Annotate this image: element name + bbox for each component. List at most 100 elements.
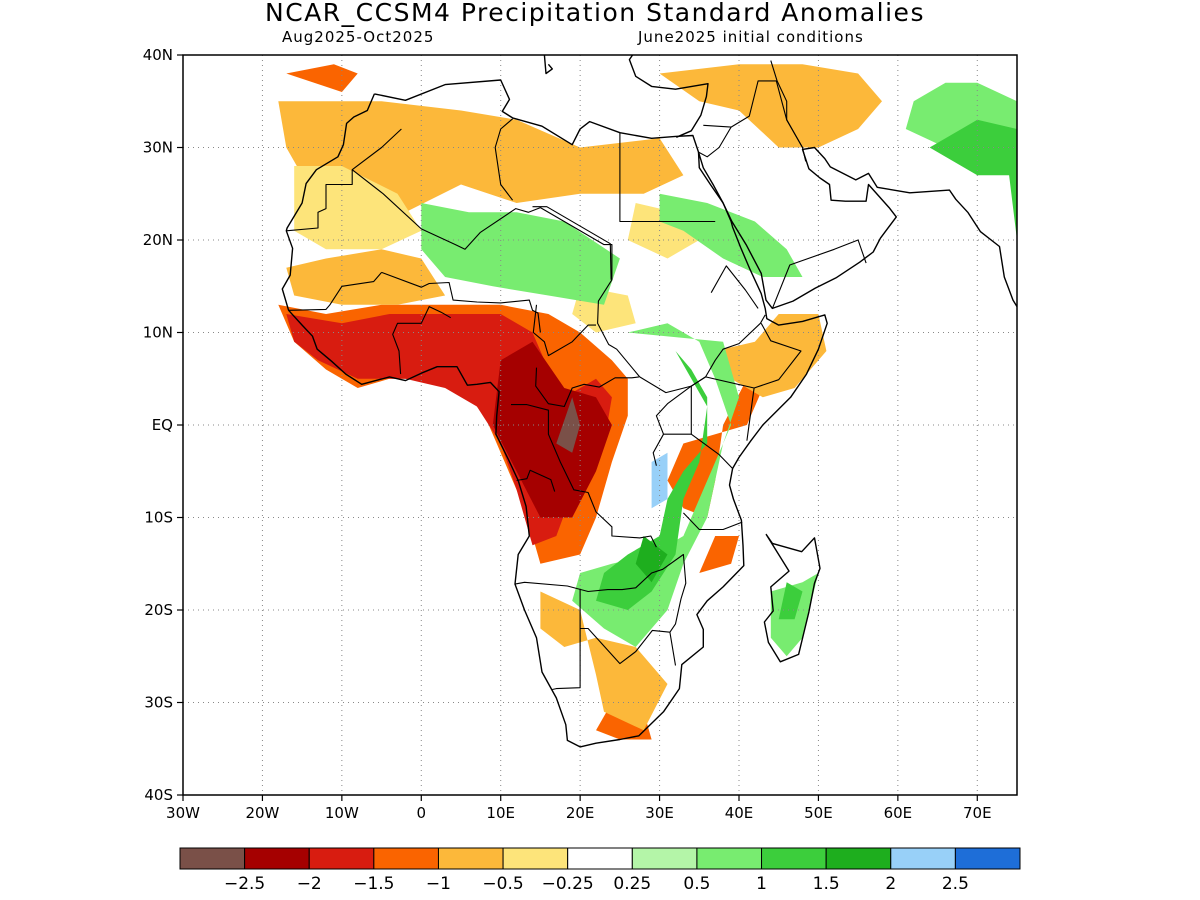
latitude-tick-label: 10S [144,509,173,527]
initial-conditions: June2025 initial conditions [638,28,864,46]
country-border [710,265,759,309]
country-border [770,60,807,162]
anomaly-region [715,314,827,398]
colorbar-label: 0.25 [613,874,651,894]
colorbar-swatch [244,847,310,870]
colorbar-label: −2.5 [224,874,265,894]
colorbar-label: 1.5 [813,874,840,894]
anomaly-region [659,193,803,277]
colorbar-swatch [890,847,956,870]
longitude-tick-label: 30E [645,804,674,822]
country-border [286,128,402,232]
country-border [580,627,677,666]
longitude-tick-label: 20W [245,804,279,822]
colorbar-swatch [437,847,504,870]
country-border [619,132,716,223]
anomaly-region [540,591,668,731]
colorbar-swatch [761,847,827,870]
longitude-tick-label: 70E [963,804,992,822]
country-border [516,469,556,492]
latitude-tick-label: 20N [143,231,173,249]
anomaly-region [278,101,684,213]
longitude-tick-label: 20E [566,804,595,822]
country-border [690,376,755,441]
anomaly-region [699,536,739,573]
colorbar-swatch [954,847,1021,870]
country-border [288,272,383,311]
coastline [763,533,821,663]
longitude-tick-label: 0 [417,804,427,822]
anomaly-region [929,119,1017,240]
latitude-tick-label: EQ [152,416,173,434]
longitude-tick-label: 50E [804,804,833,822]
anomaly-region [627,203,700,259]
colorbar-swatch [502,847,569,870]
coastline [281,79,828,748]
latitude-tick-label: 30N [143,139,173,157]
anomaly-region [635,536,668,583]
latitude-tick-label: 30S [144,694,173,712]
colorbar-label: −1 [426,874,451,894]
country-border [535,367,639,408]
colorbar-label: −0.5 [482,874,523,894]
country-border [552,588,581,691]
country-border [703,124,732,128]
anomaly-region [286,64,358,92]
anomaly-region [667,378,763,518]
latitude-tick-label: 40S [144,786,173,804]
colorbar-swatch [308,847,375,870]
colorbar-label: −1.5 [353,874,394,894]
country-border [532,206,612,280]
longitude-tick-label: 40E [725,804,754,822]
anomaly-fill-layer [278,64,1017,740]
country-border [514,553,687,633]
coastlines [281,55,1017,748]
chart-title: NCAR_CCSM4 Precipitation Standard Anomal… [265,0,925,27]
country-border [392,306,451,375]
colorbar-label: 2 [885,874,896,894]
colorbar-label: 0.5 [683,874,710,894]
colorbar-swatch [179,847,246,870]
country-border [351,169,766,394]
country-border [381,271,541,333]
colorbar-label: 2.5 [942,874,969,894]
forecast-period: Aug2025-Oct2025 [282,28,435,46]
longitude-tick-label: 10W [325,804,359,822]
colorbar: −2.5 −2 −1.5 −1 −0.5 −0.25 0.25 0.5 1 1.5 2 2.5 [179,847,1021,894]
country-border [753,323,802,389]
colorbar-label: 1 [756,874,767,894]
anomaly-region [286,249,446,305]
country-border [698,80,803,158]
anomaly-region [492,341,612,518]
anomaly-region [421,203,620,305]
anomaly-region [659,64,882,148]
longitude-tick-label: 60E [884,804,913,822]
latitude-tick-label: 10N [143,324,173,342]
country-borders [286,60,867,691]
country-border [683,512,743,531]
coastline [543,55,553,75]
colorbar-swatch [825,847,892,870]
longitude-tick-label: 30W [166,804,200,822]
coastline [697,146,1017,310]
coastline [628,55,709,138]
anomaly-region [778,582,803,620]
graticule [183,55,1017,795]
country-border [663,433,733,469]
colorbar-label: −2 [297,874,322,894]
country-border [771,239,867,309]
colorbar-swatch [631,847,698,870]
colorbar-label: −0.25 [542,874,594,894]
latitude-tick-label: 40N [143,46,173,64]
country-border [511,404,657,548]
colorbar-swatch [567,847,633,870]
country-border [652,385,692,466]
latitude-tick-label: 20S [144,601,173,619]
colorbar-swatch [373,847,439,870]
country-border [532,304,596,357]
colorbar-swatch [696,847,763,870]
longitude-tick-label: 10E [486,804,515,822]
country-border [494,118,514,201]
